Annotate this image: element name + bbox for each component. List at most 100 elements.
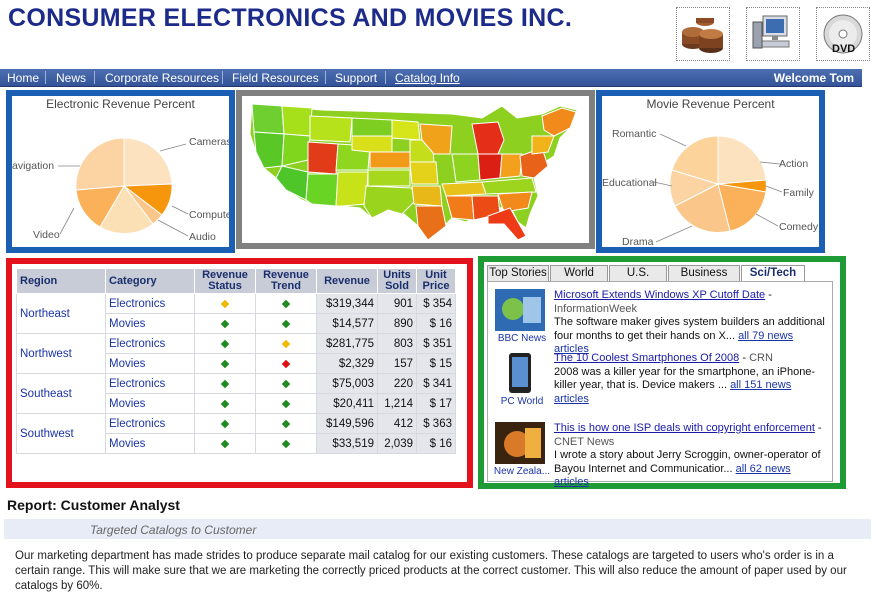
header-revenue-status[interactable]: Revenue Status <box>194 268 256 294</box>
table-row: Movies $33,519 2,039 $ 16 <box>17 433 456 454</box>
category-cell[interactable]: Movies <box>105 433 195 454</box>
news-headline[interactable]: The 10 Coolest Smartphones Of 2008 <box>554 352 740 364</box>
trend-indicator <box>255 353 317 374</box>
movie-pie-title: Movie Revenue Percent <box>646 97 775 111</box>
computer-icon[interactable] <box>746 7 800 61</box>
revenue-cell: $149,596 <box>316 413 378 434</box>
header-category[interactable]: Category <box>105 268 195 294</box>
region-cell[interactable]: Northeast <box>16 293 106 334</box>
region-cell[interactable]: Southwest <box>16 413 106 454</box>
nav-news[interactable]: News <box>56 71 87 85</box>
price-cell: $ 351 <box>416 333 456 354</box>
news-snippet: I wrote a story about Jerry Scroggin, ow… <box>554 449 821 475</box>
label-audio: Audio <box>189 231 216 243</box>
nav-support[interactable]: Support <box>335 71 378 85</box>
revenue-cell: $14,577 <box>316 313 378 334</box>
revenue-cell: $75,003 <box>316 373 378 394</box>
svg-text:DVD: DVD <box>832 43 855 55</box>
label-drama: Drama <box>622 236 654 247</box>
news-headline[interactable]: This is how one ISP deals with copyright… <box>554 422 815 434</box>
label-romantic: Romantic <box>612 128 656 140</box>
status-indicator <box>194 313 256 334</box>
label-video: Video <box>33 229 60 241</box>
label-family: Family <box>783 187 815 199</box>
header-units-sold[interactable]: Units Sold <box>377 268 417 294</box>
region-cell[interactable]: Southeast <box>16 373 106 414</box>
dvd-icon[interactable]: DVD <box>816 7 870 61</box>
electronic-revenue-panel: Electronic Revenue Percent Cameras Compu… <box>6 90 235 253</box>
revenue-cell: $20,411 <box>316 393 378 414</box>
category-cell[interactable]: Electronics <box>105 333 195 354</box>
news-thumbnail[interactable] <box>495 289 545 331</box>
news-item: New Zeala... This is how one ISP deals w… <box>488 422 828 488</box>
movie-pie-chart: Romantic Action Family Comedy Drama Educ… <box>602 128 819 247</box>
movie-revenue-panel: Movie Revenue Percent Romantic Action Fa… <box>596 90 825 253</box>
news-headline[interactable]: Microsoft Extends Windows XP Cutoff Date <box>554 289 766 301</box>
category-cell[interactable]: Electronics <box>105 413 195 434</box>
price-cell: $ 16 <box>416 433 456 454</box>
tab-business[interactable]: Business <box>668 265 740 282</box>
report-description: Our marketing department has made stride… <box>15 550 847 592</box>
news-source[interactable]: New Zeala... <box>493 466 551 477</box>
status-indicator <box>194 393 256 414</box>
report-title: Report: Customer Analyst <box>7 497 180 513</box>
trend-indicator <box>255 333 317 354</box>
units-cell: 890 <box>377 313 417 334</box>
revenue-cell: $319,344 <box>316 293 378 314</box>
category-cell[interactable]: Movies <box>105 313 195 334</box>
header-region[interactable]: Region <box>16 268 106 294</box>
trend-indicator <box>255 433 317 454</box>
company-title: CONSUMER ELECTRONICS AND MOVIES INC. <box>8 4 573 32</box>
status-indicator <box>194 413 256 434</box>
units-cell: 1,214 <box>377 393 417 414</box>
news-list: BBC News Microsoft Extends Windows XP Cu… <box>487 281 833 488</box>
tab-sci-tech[interactable]: Sci/Tech <box>741 265 805 282</box>
news-more-link[interactable]: all 62 news articles <box>554 462 791 489</box>
category-cell[interactable]: Electronics <box>105 293 195 314</box>
units-cell: 220 <box>377 373 417 394</box>
table-row: Movies $14,577 890 $ 16 <box>17 313 456 334</box>
tab-us[interactable]: U.S. <box>609 265 667 282</box>
region-cell[interactable]: Northwest <box>16 333 106 374</box>
nav-home[interactable]: Home <box>7 71 40 85</box>
news-source[interactable]: BBC News <box>497 333 547 344</box>
label-computer: Computer <box>189 209 229 221</box>
welcome-text: Welcome Tom <box>773 71 854 85</box>
tab-top-stories[interactable]: Top Stories <box>487 265 549 282</box>
nav-corporate-resources[interactable]: Corporate Resources <box>105 71 220 85</box>
us-revenue-map[interactable] <box>242 96 589 243</box>
category-cell[interactable]: Electronics <box>105 373 195 394</box>
revenue-cell: $33,519 <box>316 433 378 454</box>
news-item: BBC News Microsoft Extends Windows XP Cu… <box>488 289 828 355</box>
label-educational: Educational <box>602 177 657 189</box>
label-action: Action <box>779 158 808 170</box>
units-cell: 157 <box>377 353 417 374</box>
news-publisher: CNET News <box>554 435 615 448</box>
revenue-cell: $281,775 <box>316 333 378 354</box>
news-more-link[interactable]: all 79 news articles <box>554 329 794 356</box>
category-cell[interactable]: Movies <box>105 393 195 414</box>
news-thumbnail[interactable] <box>495 422 545 464</box>
table-row: Southeast Electronics $75,003 220 $ 341 <box>16 373 456 414</box>
news-thumbnail[interactable] <box>495 352 545 394</box>
tab-world[interactable]: World <box>550 265 608 282</box>
nav-field-resources[interactable]: Field Resources <box>232 71 319 85</box>
news-more-link[interactable]: all 151 news articles <box>554 379 792 405</box>
header-revenue[interactable]: Revenue <box>316 268 378 294</box>
label-navigation: avigation <box>12 160 54 172</box>
header-unit-price[interactable]: Unit Price <box>416 268 456 294</box>
price-cell: $ 16 <box>416 313 456 334</box>
coins-icon[interactable] <box>676 7 730 61</box>
news-source[interactable]: PC World <box>500 396 544 407</box>
us-map-panel[interactable] <box>236 90 595 249</box>
price-cell: $ 363 <box>416 413 456 434</box>
status-indicator <box>194 333 256 354</box>
category-cell[interactable]: Movies <box>105 353 195 374</box>
trend-indicator <box>255 393 317 414</box>
nav-catalog-info[interactable]: Catalog Info <box>395 71 460 85</box>
header-revenue-trend[interactable]: Revenue Trend <box>255 268 317 294</box>
trend-indicator <box>255 293 317 314</box>
trend-indicator <box>255 313 317 334</box>
report-subtitle-bar: Targeted Catalogs to Customer <box>4 519 871 539</box>
revenue-table: Region Category Revenue Status Revenue T… <box>16 268 456 454</box>
